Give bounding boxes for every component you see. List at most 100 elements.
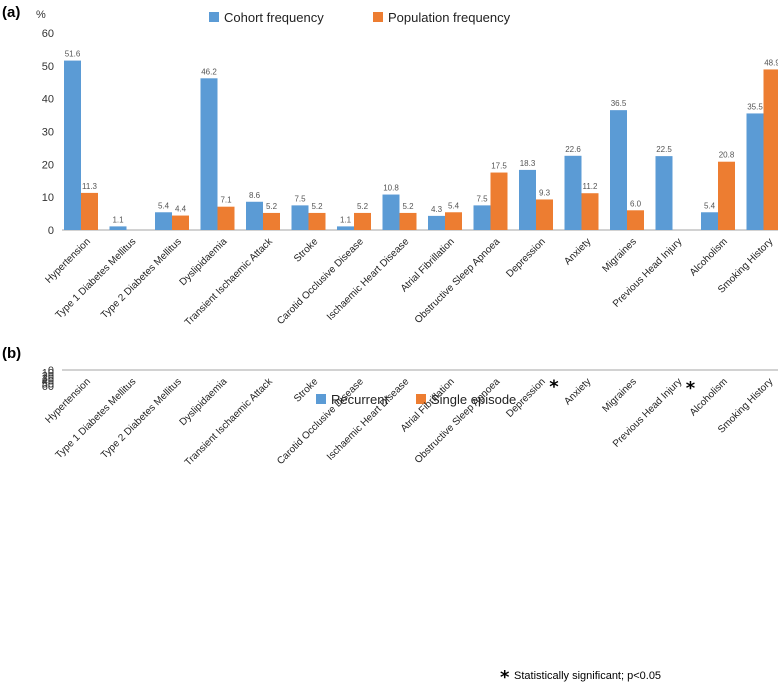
panel-a-label-cohort-frequency-hypertension: 51.6 xyxy=(65,50,81,59)
panel-a-bar-population-frequency-migraines xyxy=(627,210,644,230)
panel-a-bar-population-frequency-dyslipidaemia xyxy=(217,206,235,230)
panel-a-xtick-anxiety: Anxiety xyxy=(562,236,593,267)
panel-a-label-population-frequency-transient-ischaemic-attack: 5.2 xyxy=(266,202,278,211)
panel-a-label-cohort-frequency-carotid-occlusive-disease: 1.1 xyxy=(340,215,352,224)
panel-b-xtick-migraines: Migraines xyxy=(600,376,638,414)
legend-a-cohort-swatch xyxy=(209,12,219,22)
panel-a-label-cohort-frequency-smoking-history: 35.5 xyxy=(747,102,763,111)
panel-a-xtick-type-1-diabetes-mellitus: Type 1 Diabetes Mellitus xyxy=(54,236,139,321)
panel-a-bar-cohort-frequency-ischaemic-heart-disease xyxy=(382,194,400,230)
footnote-text: Statistically significant; p<0.05 xyxy=(514,670,661,682)
panel-a-label-population-frequency-smoking-history: 48.9 xyxy=(764,58,778,67)
panel-a-label: (a) xyxy=(2,4,20,21)
panel-a-xtick-depression: Depression xyxy=(504,236,548,280)
panel-a-label-cohort-frequency-type-2-diabetes-mellitus: 5.4 xyxy=(158,201,170,210)
panel-a-label-cohort-frequency-migraines: 36.5 xyxy=(611,99,627,108)
panel-a-bar-cohort-frequency-transient-ischaemic-attack xyxy=(246,201,263,230)
panel-a-bar-population-frequency-anxiety xyxy=(581,193,599,230)
panel-a-label-cohort-frequency-obstructive-sleep-apnoea: 7.5 xyxy=(476,194,488,203)
panel-a-bar-cohort-frequency-migraines xyxy=(610,110,627,230)
panel-b-xtick-anxiety: Anxiety xyxy=(562,376,593,407)
panel-a-label-cohort-frequency-transient-ischaemic-attack: 8.6 xyxy=(249,191,261,200)
panel-b-ytick-20: 20 xyxy=(42,370,54,382)
panel-a-bar-population-frequency-atrial-fibrillation xyxy=(445,212,462,230)
panel-a-label-population-frequency-hypertension: 11.3 xyxy=(82,182,98,191)
panel-a-label-population-frequency-atrial-fibrillation: 5.4 xyxy=(448,201,460,210)
panel-a-label-population-frequency-stroke: 5.2 xyxy=(311,202,323,211)
panel-a-plot: 0 10 20 30 40 50 60 51.6 11.3 Hypertension 1.1 Type… xyxy=(42,28,778,328)
panel-a-bar-cohort-frequency-previous-head-injury xyxy=(655,156,673,230)
panel-a-bar-cohort-frequency-atrial-fibrillation xyxy=(428,215,445,230)
panel-a-y-unit: % xyxy=(36,9,46,21)
panel-a-label-cohort-frequency-depression: 18.3 xyxy=(520,159,536,168)
panel-a-xtick-carotid-occlusive-disease: Carotid Occlusive Disease xyxy=(275,236,366,327)
legend-b-single-swatch xyxy=(416,394,426,404)
panel-a-bar-cohort-frequency-smoking-history xyxy=(746,113,764,230)
panel-a-bar-population-frequency-obstructive-sleep-apnoea xyxy=(490,172,508,230)
panel-b-xtick-type-1-diabetes-mellitus: Type 1 Diabetes Mellitus xyxy=(54,376,139,461)
panel-b-xtick-ischaemic-heart-disease: Ischaemic Heart Disease xyxy=(325,376,412,463)
legend-b-recurrent-label: Recurrent xyxy=(331,392,388,407)
panel-a-label-cohort-frequency-ischaemic-heart-disease: 10.8 xyxy=(383,184,399,193)
panel-a-label-cohort-frequency-type-1-diabetes-mellitus: 1.1 xyxy=(112,215,124,224)
panel-a-label-population-frequency-alcoholism: 20.8 xyxy=(719,151,735,160)
panel-a-label-population-frequency-dyslipidaemia: 7.1 xyxy=(220,196,232,205)
legend-a-cohort-label: Cohort frequency xyxy=(224,10,324,25)
panel-a-xtick-obstructive-sleep-apnoea: Obstructive Sleep Apnoea xyxy=(413,236,503,326)
panel-a-bar-population-frequency-stroke xyxy=(308,212,326,230)
panel-b-xtick-transient-ischaemic-attack: Transient Ischaemic Attack xyxy=(183,376,276,469)
panel-b-significance-previous-head-injury: * xyxy=(686,378,696,399)
panel-b-label: (b) xyxy=(2,345,21,362)
panel-a-ytick-0: 0 xyxy=(48,225,54,237)
panel-a-bar-cohort-frequency-type-2-diabetes-mellitus xyxy=(155,212,172,230)
panel-a-bar-population-frequency-carotid-occlusive-disease xyxy=(354,212,371,230)
panel-a-label-cohort-frequency-alcoholism: 5.4 xyxy=(704,201,716,210)
panel-a-bar-population-frequency-ischaemic-heart-disease xyxy=(399,212,417,230)
panel-a-label-population-frequency-ischaemic-heart-disease: 5.2 xyxy=(402,202,414,211)
panel-a-label-cohort-frequency-dyslipidaemia: 46.2 xyxy=(201,67,217,76)
panel-a-xtick-stroke: Stroke xyxy=(292,236,321,265)
panel-a-bar-population-frequency-hypertension xyxy=(81,192,98,230)
panel-a-xtick-alcoholism: Alcoholism xyxy=(688,236,730,278)
legend-a-population-swatch xyxy=(373,12,383,22)
legend-a-population-label: Population frequency xyxy=(388,10,511,25)
panel-a-bar-cohort-frequency-stroke xyxy=(291,205,309,230)
panel-a-ytick-40: 40 xyxy=(42,94,54,106)
panel-a-bar-population-frequency-depression xyxy=(536,199,553,230)
panel-b-ytick-60: 60 xyxy=(42,381,54,393)
panel-a-bar-cohort-frequency-hypertension xyxy=(64,60,81,230)
panel-a-bar-cohort-frequency-dyslipidaemia xyxy=(200,78,218,230)
panel-a-label-population-frequency-depression: 9.3 xyxy=(539,188,551,197)
panel-a-bar-cohort-frequency-type-1-diabetes-mellitus xyxy=(109,226,127,230)
panel-a-label-population-frequency-anxiety: 11.2 xyxy=(583,182,599,191)
panel-a-label-cohort-frequency-anxiety: 22.6 xyxy=(565,145,581,154)
footnote-star: * xyxy=(500,667,510,685)
panel-b-ytick-0: 0 xyxy=(48,365,54,377)
panel-b-ytick-10: 10 xyxy=(42,368,54,380)
panel-a-bar-population-frequency-alcoholism xyxy=(718,161,735,230)
panel-a-label-cohort-frequency-atrial-fibrillation: 4.3 xyxy=(431,205,443,214)
panel-b-ytick-40: 40 xyxy=(42,376,54,388)
panel-a-bar-population-frequency-type-2-diabetes-mellitus xyxy=(172,215,189,230)
panel-a-bar-cohort-frequency-obstructive-sleep-apnoea xyxy=(473,205,491,230)
panel-a-label-cohort-frequency-previous-head-injury: 22.5 xyxy=(656,145,672,154)
panel-a-bar-cohort-frequency-carotid-occlusive-disease xyxy=(337,226,354,230)
panel-a-bar-cohort-frequency-depression xyxy=(519,169,536,230)
panel-b-ytick-30: 30 xyxy=(42,373,54,385)
panel-b-xtick-type-2-diabetes-mellitus: Type 2 Diabetes Mellitus xyxy=(99,376,184,461)
panel-a-bar-cohort-frequency-alcoholism xyxy=(701,212,718,230)
panel-b-xtick-obstructive-sleep-apnoea: Obstructive Sleep Apnoea xyxy=(413,376,503,466)
panel-a-label-population-frequency-obstructive-sleep-apnoea: 17.5 xyxy=(491,162,507,171)
panel-a-label-population-frequency-carotid-occlusive-disease: 5.2 xyxy=(357,202,369,211)
legend-b-single-label: Single episode xyxy=(431,392,516,407)
legend-b-recurrent-swatch xyxy=(316,394,326,404)
panel-a-bar-population-frequency-transient-ischaemic-attack xyxy=(263,212,280,230)
panel-a-ytick-50: 50 xyxy=(42,61,54,73)
panel-a-xtick-ischaemic-heart-disease: Ischaemic Heart Disease xyxy=(325,236,412,323)
panel-a-ytick-30: 30 xyxy=(42,127,54,139)
panel-a-ytick-20: 20 xyxy=(42,159,54,171)
panel-a-xtick-migraines: Migraines xyxy=(600,236,638,274)
panel-a-label-cohort-frequency-stroke: 7.5 xyxy=(294,194,306,203)
